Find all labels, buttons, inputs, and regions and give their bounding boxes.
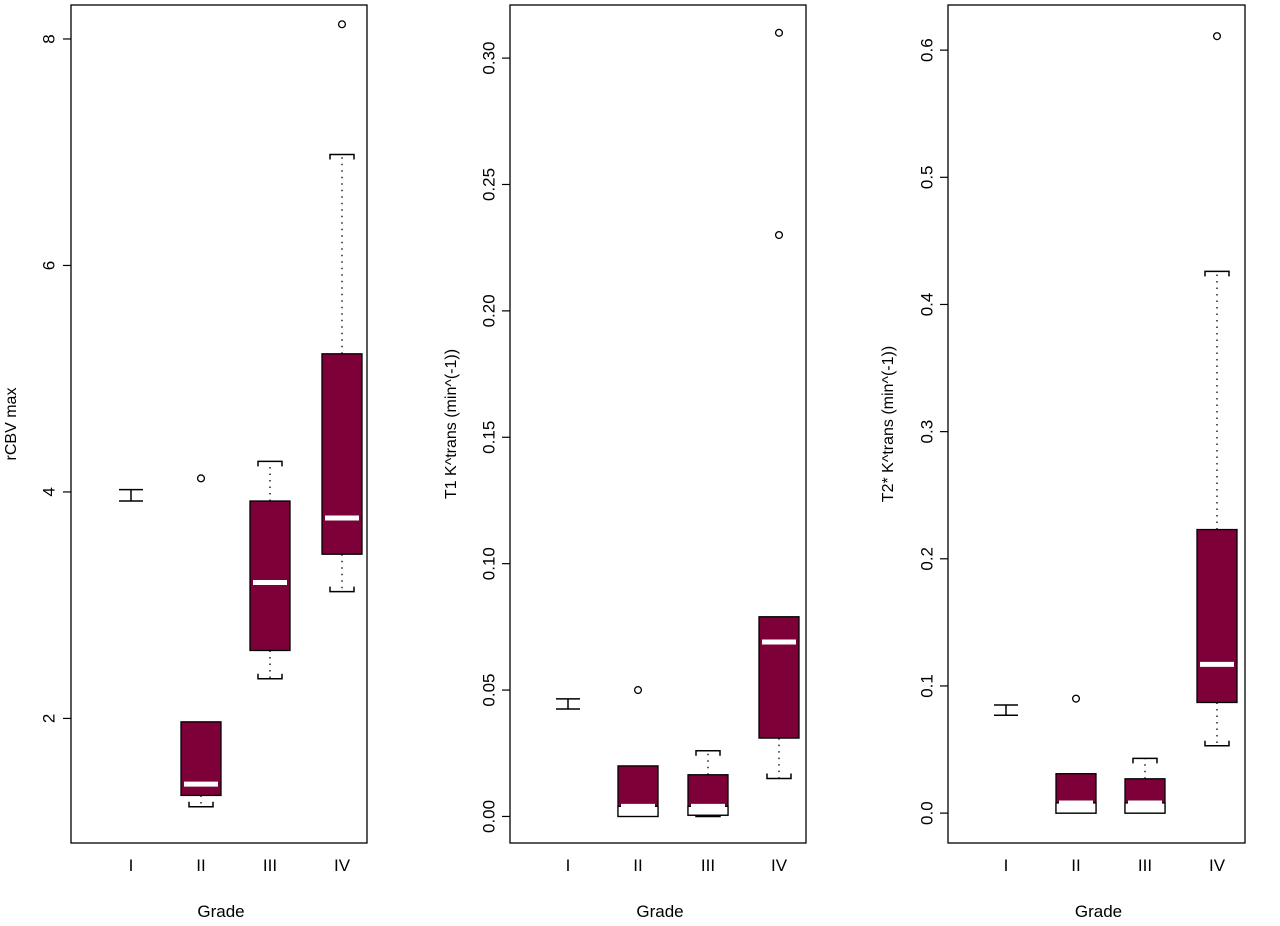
box-III <box>249 460 291 680</box>
x-category-label: IV <box>334 856 351 875</box>
x-axis-label: Grade <box>197 902 244 921</box>
upper-whisker-cap <box>257 460 283 467</box>
box-IV <box>1196 32 1238 747</box>
outlier-point <box>633 686 643 695</box>
box-body <box>758 616 800 739</box>
box-body <box>321 353 363 555</box>
panel-3: 0.0 0.1 0.2 0.3 0.4 0.5 0.6 T2* K^trans (min^(-… <box>880 4 1246 921</box>
box-III <box>687 749 729 818</box>
y-tick-label: 0.0 <box>917 801 936 825</box>
box-I <box>119 488 143 502</box>
y-tick-label: 2 <box>39 714 58 723</box>
y-tick-label: 0.5 <box>917 165 936 189</box>
x-category-label: I <box>566 856 571 875</box>
box-II <box>180 474 222 808</box>
y-tick-label: 0.30 <box>479 42 498 75</box>
box-II <box>617 686 659 818</box>
plot-frame <box>509 4 807 844</box>
outlier-point <box>774 230 784 240</box>
x-category-label: II <box>633 856 642 875</box>
lower-whisker-cap <box>329 586 355 593</box>
lower-whisker-cap <box>188 801 214 808</box>
y-tick-label: 0.6 <box>917 38 936 62</box>
box-IV <box>321 20 363 593</box>
plot-frame <box>947 4 1246 844</box>
y-tick-label: 8 <box>39 34 58 43</box>
y-tick-label: 4 <box>39 487 58 496</box>
upper-whisker-cap <box>1204 270 1230 277</box>
y-tick-label: 0.15 <box>479 421 498 454</box>
panel-2: 0.00 0.05 0.10 0.15 0.20 0.25 0.30 T1 K^trans (… <box>443 4 807 921</box>
box-body <box>1196 528 1238 704</box>
upper-whisker-cap <box>329 153 355 160</box>
y-tick-label: 0.1 <box>917 674 936 698</box>
box-body <box>249 500 291 652</box>
y-tick-label: 0.2 <box>917 547 936 571</box>
x-category-label: I <box>1004 856 1009 875</box>
box-I <box>994 704 1018 716</box>
y-tick-label: 0.10 <box>479 547 498 580</box>
outlier-point <box>196 474 206 483</box>
upper-whisker-cap <box>1132 757 1158 764</box>
x-category-label: IV <box>771 856 788 875</box>
y-tick-label: 6 <box>39 261 58 270</box>
x-category-label: IV <box>1209 856 1226 875</box>
box-I <box>556 698 580 710</box>
lower-whisker-cap <box>257 673 283 680</box>
upper-whisker-cap <box>695 749 721 756</box>
x-category-label: II <box>1071 856 1080 875</box>
box-IV <box>758 28 800 780</box>
lower-whisker-cap <box>766 773 792 780</box>
x-category-label: III <box>263 856 277 875</box>
x-axis-label: Grade <box>1075 902 1122 921</box>
y-tick-label: 0.05 <box>479 674 498 707</box>
y-tick-label: 0.00 <box>479 800 498 833</box>
y-tick-label: 0.20 <box>479 294 498 327</box>
y-tick-label: 0.25 <box>479 168 498 201</box>
y-axis-label: T1 K^trans (min^(-1)) <box>443 349 460 499</box>
y-axis-label: T2* K^trans (min^(-1)) <box>880 346 897 502</box>
outlier-point <box>774 28 784 37</box>
lower-whisker-cap <box>1204 740 1230 747</box>
y-axis-label: rCBV max <box>3 388 20 461</box>
x-category-label: I <box>129 856 134 875</box>
plot-frame <box>70 4 368 844</box>
y-tick-label: 0.3 <box>917 420 936 444</box>
outlier-point <box>1212 32 1222 41</box>
x-axis-label: Grade <box>636 902 683 921</box>
outlier-point <box>337 20 347 29</box>
x-category-label: II <box>196 856 205 875</box>
box-III <box>1124 757 1166 814</box>
x-category-label: III <box>1138 856 1152 875</box>
box-II <box>1055 694 1097 814</box>
x-category-label: III <box>701 856 715 875</box>
outlier-point <box>1071 694 1081 703</box>
y-tick-label: 0.4 <box>917 293 936 317</box>
